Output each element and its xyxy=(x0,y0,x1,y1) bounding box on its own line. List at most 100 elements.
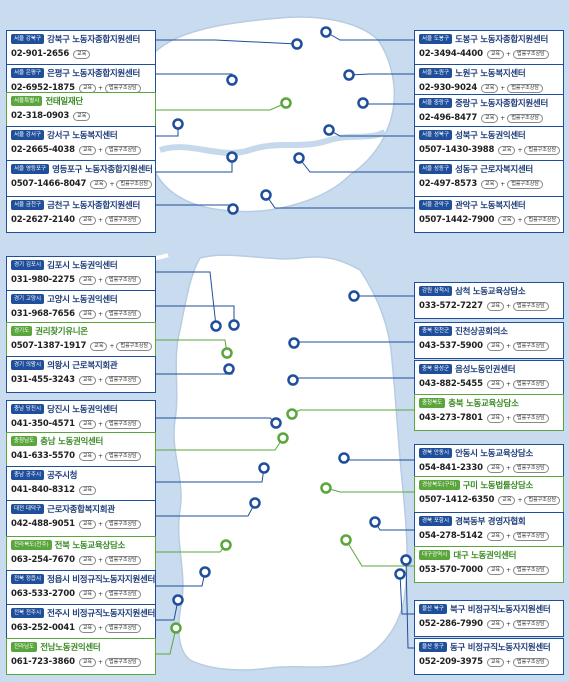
center-name: 관악구 노동복지센터 xyxy=(455,201,526,211)
center-name: 도봉구 노동자종합지원센터 xyxy=(455,35,548,45)
phone-number: 0507-1412-6350 xyxy=(419,495,495,505)
location-dot xyxy=(291,38,303,50)
phone-number: 0507-1442-7900 xyxy=(419,215,495,225)
plus-sign: + xyxy=(506,464,512,472)
legal-badge: 법률구조상담 xyxy=(116,179,153,189)
edu-badge: 교육 xyxy=(498,145,516,155)
legal-badge: 법률구조상담 xyxy=(513,463,549,473)
center-card: 대전 대덕구 근로자종합복지회관 042-488-9051 교육 + 법률구조상담 xyxy=(6,500,156,537)
region-tag: 경북 포항시 xyxy=(419,516,453,526)
center-card: 울산 동구 동구 비정규직노동자지원센터 052-209-3975 교육 + 법률구조상담 xyxy=(414,638,564,675)
center-name: 고양시 노동권익센터 xyxy=(47,295,118,305)
region-tag: 서울 노원구 xyxy=(419,68,453,78)
legal-badge: 법률구조상담 xyxy=(513,413,549,423)
location-dot xyxy=(288,337,300,349)
phone-number: 02-930-9024 xyxy=(419,83,478,93)
legal-badge: 법률구조상담 xyxy=(507,179,543,189)
center-name: 전남노동권익센터 xyxy=(40,643,101,653)
edu-badge: 교육 xyxy=(78,519,97,529)
legal-badge: 법률구조상담 xyxy=(507,83,543,93)
region-tag: 대구광역시 xyxy=(419,550,451,560)
center-name: 강북구 노동자종합지원센터 xyxy=(47,35,140,45)
edu-badge: 교육 xyxy=(78,589,97,599)
legal-badge: 법률구조상담 xyxy=(105,375,141,385)
phone-number: 02-497-8573 xyxy=(419,179,478,189)
center-name: 노원구 노동복지센터 xyxy=(455,69,526,79)
location-dot xyxy=(277,432,289,444)
location-dot xyxy=(323,124,335,136)
region-tag: 서울 중랑구 xyxy=(419,98,453,108)
region-tag: 경북 안동시 xyxy=(419,448,453,458)
center-name: 김포시 노동권익센터 xyxy=(47,261,118,271)
edu-badge: 교육 xyxy=(73,49,91,59)
plus-sign: + xyxy=(506,620,512,628)
region-tag: 서울 성북구 xyxy=(419,130,453,140)
region-tag: 전북 전주시 xyxy=(11,608,45,618)
phone-number: 054-278-5142 xyxy=(419,531,483,541)
plus-sign: + xyxy=(506,380,512,388)
center-card: 경북 안동시 안동시 노동교육상담소 054-841-2330 교육 + 법률구조상담 xyxy=(414,444,564,481)
plus-sign: + xyxy=(506,532,512,540)
location-dot xyxy=(249,497,261,509)
legal-badge: 법률구조상담 xyxy=(105,555,141,565)
phone-number: 053-570-7000 xyxy=(419,565,483,575)
location-dot xyxy=(320,482,332,494)
phone-number: 054-841-2330 xyxy=(419,463,483,473)
plus-sign: + xyxy=(98,658,104,666)
center-name: 전주시 비정규직노동자지원센터 xyxy=(47,609,156,619)
edu-badge: 교육 xyxy=(486,619,505,629)
center-name: 금천구 노동자종합지원센터 xyxy=(47,201,140,211)
region-tag: 충북 음성군 xyxy=(419,364,453,374)
location-dot xyxy=(199,566,211,578)
center-name: 북구 비정규직노동자지원센터 xyxy=(450,605,551,615)
edu-badge: 교육 xyxy=(73,111,91,121)
edu-badge: 교육 xyxy=(486,379,505,389)
plus-sign: + xyxy=(98,624,104,632)
legal-badge: 법률구조상담 xyxy=(524,215,561,225)
center-name: 진천상공회의소 xyxy=(455,327,508,337)
phone-number: 02-2627-2140 xyxy=(11,215,75,225)
legal-badge: 법률구조상담 xyxy=(105,589,141,599)
location-dot xyxy=(172,118,184,130)
center-card: 강원 삼척시 삼척 노동교육상담소 033-572-7227 교육 + 법률구조상담 xyxy=(414,282,564,319)
location-dot xyxy=(293,152,305,164)
edu-badge: 교육 xyxy=(78,555,97,565)
plus-sign: + xyxy=(98,276,104,284)
phone-number: 0507-1466-8047 xyxy=(11,179,87,189)
phone-number: 031-455-3243 xyxy=(11,375,75,385)
location-markers xyxy=(170,26,412,634)
region-tag: 충북 진천군 xyxy=(419,326,453,336)
legal-badge: 법률구조상담 xyxy=(513,379,549,389)
region-tag: 충청북도 xyxy=(419,398,446,408)
region-tag: 서울 강북구 xyxy=(11,34,45,44)
plus-sign: + xyxy=(506,342,512,350)
edu-badge: 교육 xyxy=(498,215,516,225)
plus-sign: + xyxy=(98,556,104,564)
legal-badge: 법률구조상담 xyxy=(513,341,549,351)
region-tag: 강원 삼척시 xyxy=(419,286,453,296)
center-name: 은평구 노동자종합지원센터 xyxy=(47,69,140,79)
phone-number: 02-901-2656 xyxy=(11,49,70,59)
phone-number: 02-496-8477 xyxy=(419,113,478,123)
phone-number: 043-273-7801 xyxy=(419,413,483,423)
edu-badge: 교육 xyxy=(90,179,108,189)
region-tag: 서울 성동구 xyxy=(419,164,453,174)
center-card: 충청북도 충북 노동교육상담소 043-273-7801 교육 + 법률구조상담 xyxy=(414,394,564,431)
legal-badge: 법률구조상담 xyxy=(105,451,141,461)
region-tag: 대전 대덕구 xyxy=(11,504,45,514)
location-dot xyxy=(320,26,332,38)
phone-number: 033-572-7227 xyxy=(419,301,483,311)
legal-badge: 법률구조상담 xyxy=(105,519,141,529)
location-dot xyxy=(172,594,184,606)
center-name: 충남 노동권익센터 xyxy=(40,437,104,447)
region-tag: 충남 공주시 xyxy=(11,470,45,480)
center-name: 전태일재단 xyxy=(45,97,83,107)
legal-badge: 법률구조상담 xyxy=(524,495,561,505)
location-dot xyxy=(210,320,222,332)
plus-sign: + xyxy=(506,658,512,666)
location-dot xyxy=(221,347,233,359)
location-dot xyxy=(258,462,270,474)
center-card: 서울 강서구 강서구 노동복지센터 02-2665-4038 교육 + 법률구조상담 xyxy=(6,126,156,163)
region-tag: 경기도 xyxy=(11,326,33,336)
